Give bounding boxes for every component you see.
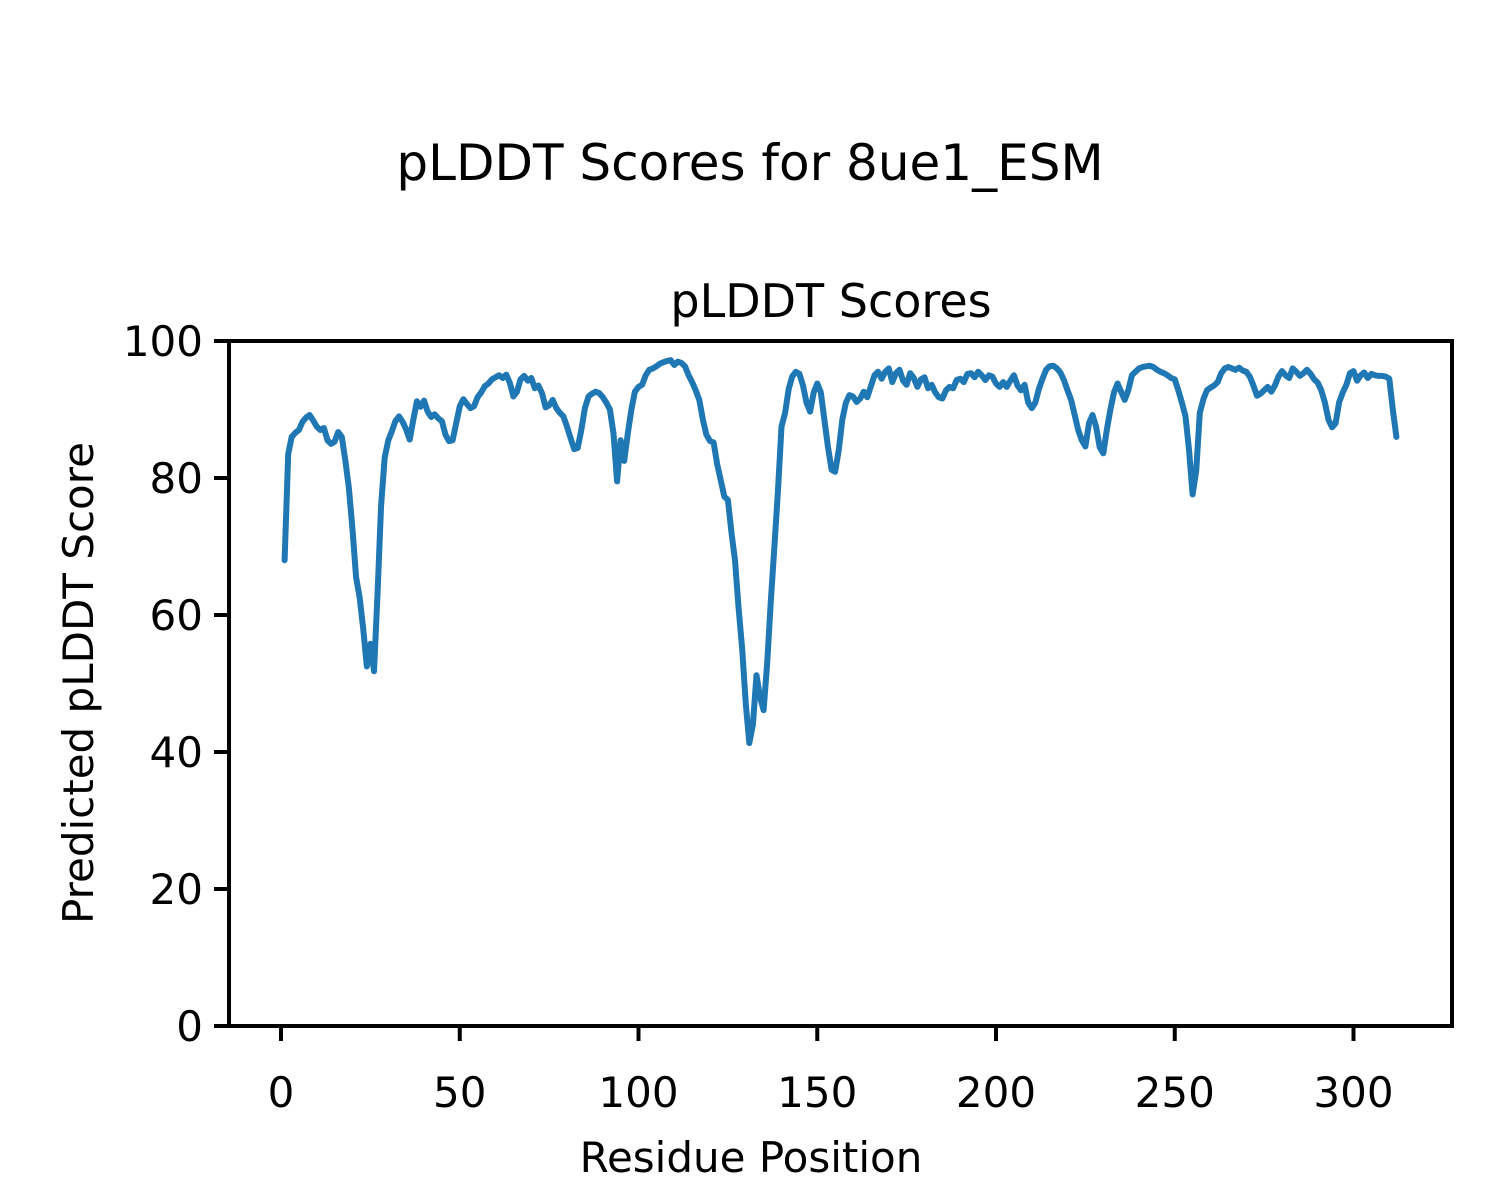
x-tick-label: 150	[777, 1068, 857, 1117]
figure-title: pLDDT Scores for 8ue1_ESM	[396, 134, 1103, 192]
x-tick-label: 300	[1313, 1068, 1393, 1117]
y-tick-label: 100	[123, 317, 203, 366]
x-tick-label: 50	[433, 1068, 486, 1117]
y-tick-label: 60	[150, 591, 203, 640]
axes-title: pLDDT Scores	[670, 274, 991, 328]
y-tick-label: 20	[150, 865, 203, 914]
x-tick-label: 0	[268, 1068, 295, 1117]
x-tick-label: 200	[956, 1068, 1036, 1117]
y-axis-ticks: 0 20 40 60 80 100	[123, 317, 229, 1051]
plot-border	[227, 339, 1454, 1028]
y-axis-label: Predicted pLDDT Score	[54, 442, 103, 924]
x-axis-ticks: 0 50 100 150 200 250 300	[268, 1026, 1394, 1117]
x-tick-label: 100	[598, 1068, 678, 1117]
y-tick-label: 80	[150, 454, 203, 503]
y-tick-label: 0	[176, 1002, 203, 1051]
y-tick-label: 40	[150, 728, 203, 777]
x-tick-label: 250	[1135, 1068, 1215, 1117]
x-axis-label: Residue Position	[580, 1133, 923, 1182]
plddt-line	[281, 357, 1400, 747]
